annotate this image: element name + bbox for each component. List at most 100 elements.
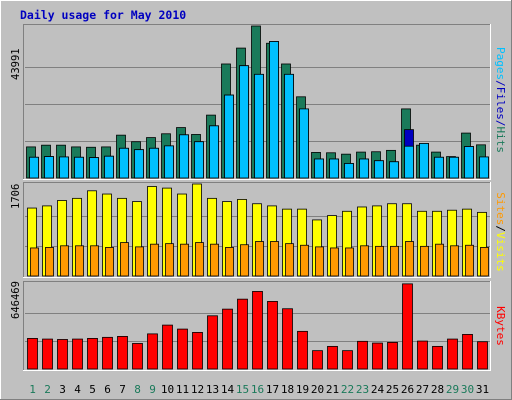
x-tick-label: 29 [446, 383, 459, 396]
pages-bar [104, 155, 114, 179]
pages-bar [329, 158, 339, 179]
pages-bar [419, 143, 429, 179]
x-tick-label: 2 [44, 383, 51, 396]
kbytes-panel-label: KBytes [494, 306, 507, 346]
pages-bar [314, 158, 324, 179]
hits-panel: 43991 Pages/Files/Hits [10, 24, 507, 180]
hits-panel-label: Pages/Files/Hits [494, 47, 507, 153]
pages-bar [29, 156, 39, 179]
kbytes-bar [462, 334, 473, 370]
sites-bar [105, 247, 114, 277]
kbytes-bar [282, 308, 293, 370]
hits-max-label: 43991 [10, 48, 22, 80]
kbytes-bar [402, 283, 413, 370]
hits-panel-label-part: / [494, 120, 507, 127]
kbytes-bar [192, 332, 203, 370]
sites-bar [405, 241, 414, 277]
x-tick-label: 9 [149, 383, 156, 396]
pages-bar [374, 160, 384, 179]
kbytes-bar [207, 315, 218, 370]
x-tick-label: 21 [326, 383, 339, 396]
pages-bar [344, 163, 354, 179]
kbytes-bar [117, 336, 128, 370]
hits-panel-label-part: / [494, 80, 507, 87]
kbytes-bar [162, 324, 173, 370]
x-tick-label: 13 [206, 383, 219, 396]
kbytes-bar [177, 328, 188, 370]
sites-bar [285, 243, 294, 277]
x-tick-label: 26 [401, 383, 414, 396]
kbytes-bar [147, 333, 158, 370]
pages-bar [254, 73, 264, 179]
sites-bar [90, 245, 99, 277]
sites-bar [150, 243, 159, 277]
x-tick-label: 6 [104, 383, 111, 396]
sites-bar [360, 245, 369, 277]
kbytes-bar [387, 341, 398, 370]
sites-bar [255, 241, 264, 277]
kbytes-bar [27, 338, 38, 370]
sites-bar [180, 243, 189, 277]
sites-bar [480, 247, 489, 277]
x-tick-label: 18 [281, 383, 294, 396]
pages-bar [149, 147, 159, 179]
kbytes-bar [477, 341, 488, 370]
kbytes-bar [252, 291, 263, 370]
pages-bar [74, 156, 84, 179]
kbytes-bar [222, 308, 233, 370]
sites-bar [30, 247, 39, 277]
sites-bar [300, 244, 309, 277]
sites-bar [195, 242, 204, 277]
x-tick-label: 14 [221, 383, 235, 396]
pages-bar [479, 156, 489, 179]
x-tick-label: 10 [161, 383, 174, 396]
pages-bar [194, 141, 204, 179]
x-tick-label: 5 [89, 383, 96, 396]
x-tick-label: 1 [29, 383, 36, 396]
sites-bar [165, 243, 174, 277]
sites-bar [240, 244, 249, 277]
visits-panel-label-part: Sites [494, 192, 507, 225]
sites-bar [225, 247, 234, 277]
pages-bar [164, 145, 174, 179]
kbytes-bar [237, 298, 248, 370]
kbytes-bar [57, 339, 68, 370]
kbytes-bar [372, 342, 383, 370]
x-tick-label: 22 [341, 383, 354, 396]
pages-bar [224, 94, 234, 179]
pages-bar [119, 147, 129, 179]
sites-bar [45, 247, 54, 277]
sites-bar [345, 247, 354, 277]
kbytes-panel-label-part: KBytes [494, 306, 507, 346]
pages-bar [59, 156, 69, 179]
kbytes-bar [417, 340, 428, 370]
kbytes-bar [432, 345, 443, 370]
kbytes-bar [102, 336, 113, 370]
x-tick-label: 28 [431, 383, 444, 396]
x-tick-label: 30 [461, 383, 474, 396]
pages-bar [404, 145, 414, 179]
sites-bar [465, 244, 474, 277]
sites-bar [375, 245, 384, 277]
sites-bar [420, 245, 429, 277]
kbytes-bar [87, 338, 98, 370]
kbytes-panel: 646469 KBytes [10, 281, 507, 371]
x-tick-label: 24 [371, 383, 385, 396]
sites-bar [75, 245, 84, 277]
kbytes-bar [42, 338, 53, 370]
kbytes-bar [297, 330, 308, 370]
pages-bar [434, 156, 444, 179]
kbytes-bar [342, 350, 353, 370]
kbytes-bar [72, 338, 83, 370]
x-tick-label: 12 [191, 383, 204, 396]
hits-panel-label-part: Pages [494, 47, 507, 80]
sites-bar [60, 245, 69, 277]
x-tick-label: 17 [266, 383, 279, 396]
kbytes-bar [132, 343, 143, 370]
sites-bar [315, 246, 324, 277]
sites-bar [450, 245, 459, 277]
kbytes-max-label: 646469 [10, 281, 22, 319]
x-tick-label: 16 [251, 383, 264, 396]
sites-bar [270, 241, 279, 277]
